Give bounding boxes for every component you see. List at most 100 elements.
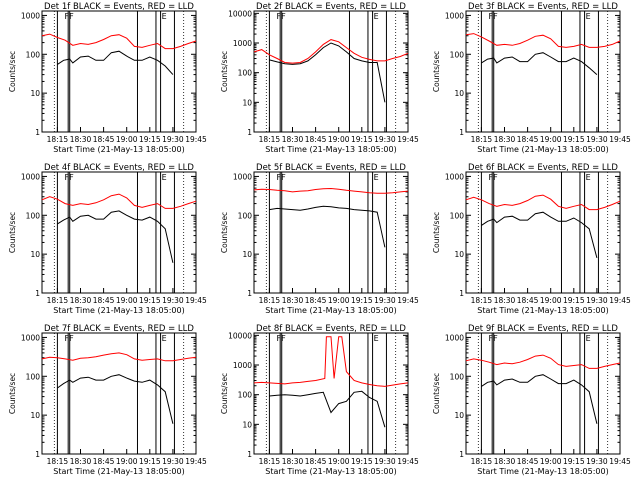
x-tick-label: 19:30	[586, 135, 608, 144]
y-axis-label: Counts/sec	[8, 212, 17, 253]
y-tick-label: 100	[450, 211, 465, 220]
x-tick-label: 19:00	[328, 457, 350, 466]
marker-label: E	[162, 173, 167, 182]
x-tick-label: 19:45	[609, 457, 631, 466]
panel-title: Det 2f BLACK = Events, RED = LLD	[256, 2, 406, 12]
x-tick-label: 19:00	[116, 457, 138, 466]
x-axis-label: Start Time (21-May-13 18:05:00)	[265, 467, 396, 476]
marker-label: F	[493, 334, 498, 343]
x-tick-label: 19:30	[374, 135, 396, 144]
y-tick-label: 1	[247, 289, 252, 298]
y-tick-label: 1	[459, 289, 464, 298]
x-tick-label: 18:15	[47, 296, 69, 305]
marker-label: E	[374, 173, 379, 182]
y-tick-label: 1	[35, 289, 40, 298]
marker-label: E	[162, 12, 167, 21]
y-axis-label: Counts/sec	[8, 373, 17, 414]
y-axis-label: Counts/sec	[432, 51, 441, 92]
y-tick-label: 10000	[228, 9, 252, 18]
y-tick-label: 10	[454, 250, 464, 259]
y-tick-label: 10	[30, 250, 40, 259]
plot-frame	[253, 332, 409, 455]
panel-title: Det 8f BLACK = Events, RED = LLD	[256, 324, 406, 334]
x-axis-label: Start Time (21-May-13 18:05:00)	[53, 145, 184, 154]
x-tick-label: 18:45	[305, 296, 327, 305]
series-line-events	[269, 205, 386, 248]
x-tick-label: 19:45	[185, 135, 207, 144]
marker-label: F	[65, 12, 70, 21]
y-tick-label: 1	[247, 128, 252, 137]
x-tick-label: 19:45	[397, 135, 419, 144]
y-tick-label: 10	[454, 411, 464, 420]
series-line-events	[481, 52, 598, 75]
x-tick-label: 19:00	[540, 457, 562, 466]
x-tick-label: 19:00	[116, 135, 138, 144]
marker-label: F	[69, 12, 74, 21]
x-tick-label: 19:15	[563, 457, 585, 466]
marker-label: F	[489, 12, 494, 21]
y-tick-label: 100	[26, 50, 41, 59]
x-tick-label: 19:45	[185, 296, 207, 305]
y-tick-label: 1000	[445, 333, 464, 342]
x-axis-label: Start Time (21-May-13 18:05:00)	[53, 467, 184, 476]
series-line-lld	[253, 336, 409, 387]
y-axis-label: Counts/sec	[8, 51, 17, 92]
marker-label: F	[493, 173, 498, 182]
x-tick-label: 18:45	[93, 135, 115, 144]
marker-label: F	[277, 173, 282, 182]
series-line-lld	[41, 352, 197, 362]
x-tick-label: 18:15	[471, 296, 493, 305]
x-tick-label: 18:30	[282, 296, 304, 305]
y-tick-label: 100	[450, 50, 465, 59]
panel-title: Det 3f BLACK = Events, RED = LLD	[468, 2, 618, 12]
x-tick-label: 18:45	[305, 135, 327, 144]
marker-label: F	[277, 12, 282, 21]
x-tick-label: 19:00	[540, 135, 562, 144]
y-axis-label: Counts/sec	[432, 373, 441, 414]
marker-label: E	[374, 12, 379, 21]
y-tick-label: 100	[26, 372, 41, 381]
panel-title: Det 1f BLACK = Events, RED = LLD	[44, 2, 194, 12]
y-tick-label: 100	[238, 69, 253, 78]
series-line-lld	[253, 187, 409, 194]
plot-frame	[465, 332, 621, 455]
panel-title: Det 9f BLACK = Events, RED = LLD	[468, 324, 618, 334]
x-tick-label: 19:30	[162, 296, 184, 305]
x-tick-label: 18:30	[70, 457, 92, 466]
x-tick-label: 19:00	[116, 296, 138, 305]
x-tick-label: 18:30	[494, 457, 516, 466]
y-tick-label: 10	[30, 411, 40, 420]
x-tick-label: 19:30	[162, 457, 184, 466]
y-tick-label: 1000	[445, 11, 464, 20]
series-line-events	[269, 42, 386, 103]
series-line-lld	[41, 33, 197, 50]
x-tick-label: 19:15	[139, 135, 161, 144]
x-tick-label: 19:30	[162, 135, 184, 144]
y-axis-label: Counts/sec	[432, 212, 441, 253]
marker-label: F	[65, 334, 70, 343]
marker-label: E	[586, 12, 591, 21]
y-tick-label: 1000	[233, 39, 252, 48]
x-axis-label: Start Time (21-May-13 18:05:00)	[477, 467, 608, 476]
y-tick-label: 1	[459, 128, 464, 137]
x-tick-label: 18:15	[47, 135, 69, 144]
plot-frame	[465, 10, 621, 133]
x-tick-label: 18:30	[282, 457, 304, 466]
y-tick-label: 1	[35, 128, 40, 137]
series-line-events	[481, 374, 598, 424]
series-line-lld	[465, 33, 621, 48]
marker-label: E	[374, 334, 379, 343]
y-tick-label: 100	[238, 391, 253, 400]
x-tick-label: 18:15	[47, 457, 69, 466]
y-tick-label: 10	[242, 98, 252, 107]
x-tick-label: 18:15	[471, 135, 493, 144]
x-tick-label: 19:30	[586, 457, 608, 466]
y-axis-label: Counts/sec	[220, 212, 229, 253]
